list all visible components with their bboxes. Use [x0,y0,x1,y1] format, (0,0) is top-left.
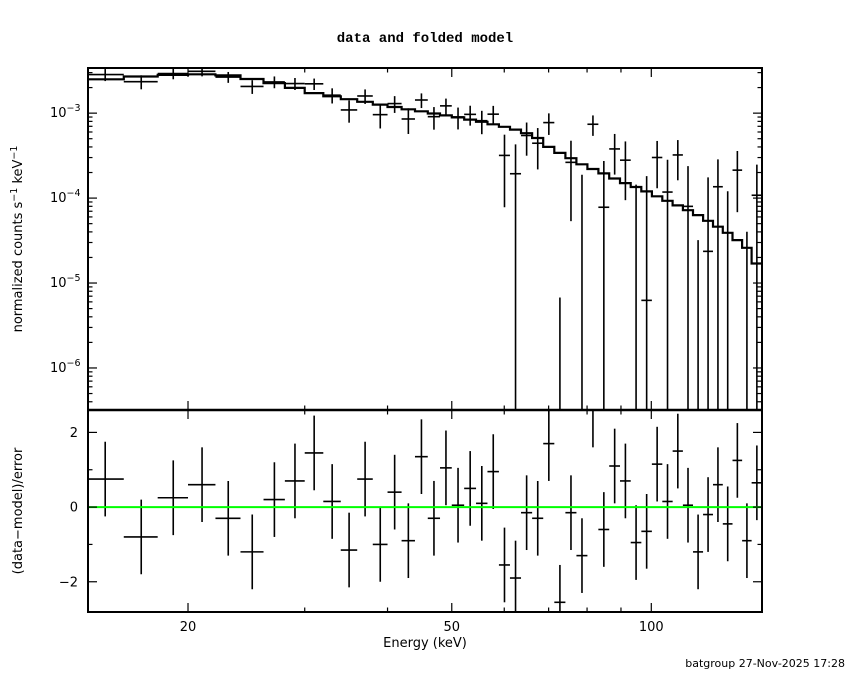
y-axis-ticks-bottom: 2 0 −2 [59,426,762,590]
residual-error-bars [88,410,762,612]
panel-frames [87,67,763,613]
model-histogram [88,73,762,265]
x-axis-title: Energy (keV) [383,636,467,651]
data-error-bars [88,68,762,410]
y-tick-label-bottom: 2 [70,426,78,441]
x-tick-label: 50 [443,620,460,635]
y-tick-label-bottom: 0 [70,501,78,516]
y-axis-title-bottom: (data−model)/error [11,447,26,574]
y-axis-title-top: normalized counts s−1 keV−1 [9,146,26,333]
x-tick-label: 20 [180,620,197,635]
y-tick-label-bottom: −2 [59,575,78,590]
plot-title: data and folded model [336,31,514,47]
x-tick-label: 100 [639,620,664,635]
x-axis-ticks: 20 50 100 [180,68,664,635]
timestamp: batgroup 27-Nov-2025 17:28 [685,657,845,670]
